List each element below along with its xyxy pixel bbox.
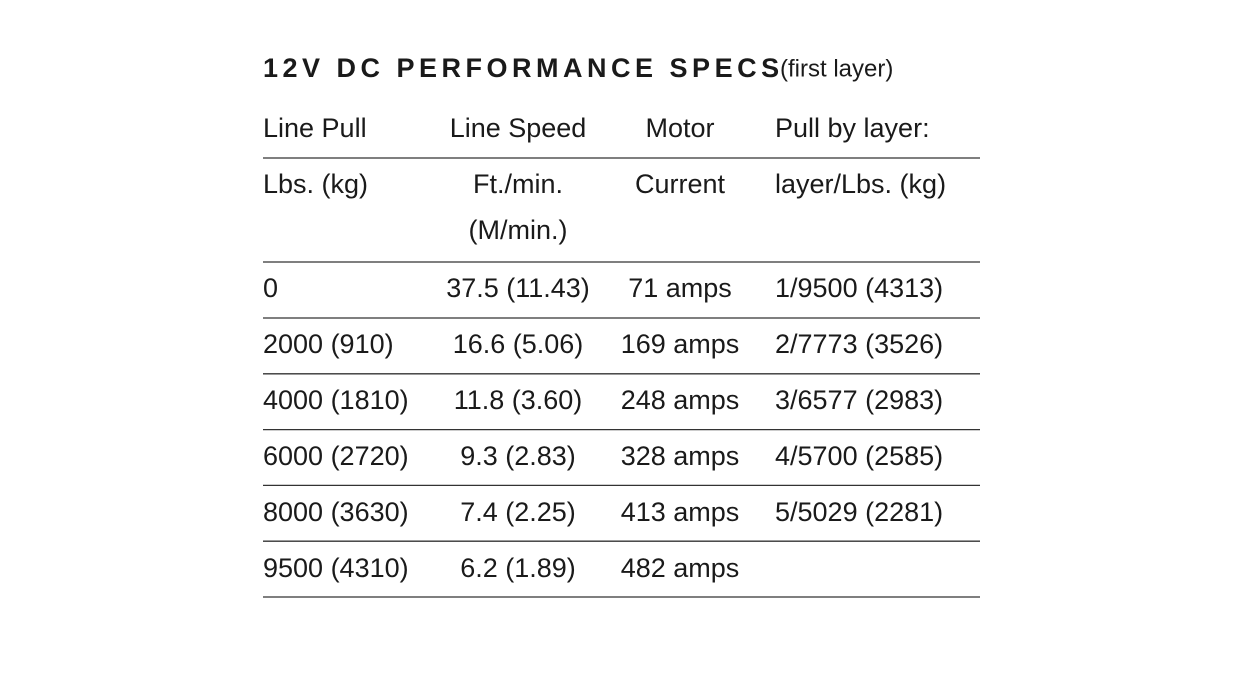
table-cell: 0 (263, 273, 278, 303)
table-cell: 8000 (3630) (263, 497, 409, 527)
unit-cell: Ft./min. (473, 169, 563, 199)
table-cell: 5/5029 (2281) (775, 497, 943, 527)
header-cell: Line Pull (263, 113, 367, 143)
table-cell: 9.3 (2.83) (460, 441, 576, 471)
unit-cell: (M/min.) (469, 215, 568, 245)
table-cell: 9500 (4310) (263, 553, 409, 583)
table-cell: 7.4 (2.25) (460, 497, 576, 527)
table-cell: 413 amps (621, 497, 740, 527)
header-cell: Motor (645, 113, 714, 143)
header-cell: Line Speed (450, 113, 587, 143)
table-cell: 482 amps (621, 553, 740, 583)
table-cell: 4000 (1810) (263, 385, 409, 415)
table-cell: 6.2 (1.89) (460, 553, 576, 583)
table-cell: 169 amps (621, 329, 740, 359)
table-cell: 248 amps (621, 385, 740, 415)
table-cell: 3/6577 (2983) (775, 385, 943, 415)
unit-cell: Lbs. (kg) (263, 169, 368, 199)
unit-cell: Current (635, 169, 726, 199)
subtitle: (first layer) (780, 55, 893, 82)
header-cell: Pull by layer: (775, 113, 930, 143)
table-cell: 6000 (2720) (263, 441, 409, 471)
table-cell: 37.5 (11.43) (446, 273, 590, 303)
title: 12V DC PERFORMANCE SPECS (263, 53, 784, 83)
table-cell: 2000 (910) (263, 329, 394, 359)
unit-cell: layer/Lbs. (kg) (775, 169, 946, 199)
table-cell: 71 amps (628, 273, 732, 303)
table-cell: 11.8 (3.60) (454, 385, 583, 415)
table-cell: 16.6 (5.06) (453, 329, 584, 359)
table-cell: 2/7773 (3526) (775, 329, 943, 359)
table-cell: 4/5700 (2585) (775, 441, 943, 471)
table-cell: 328 amps (621, 441, 740, 471)
table-cell: 1/9500 (4313) (775, 273, 943, 303)
